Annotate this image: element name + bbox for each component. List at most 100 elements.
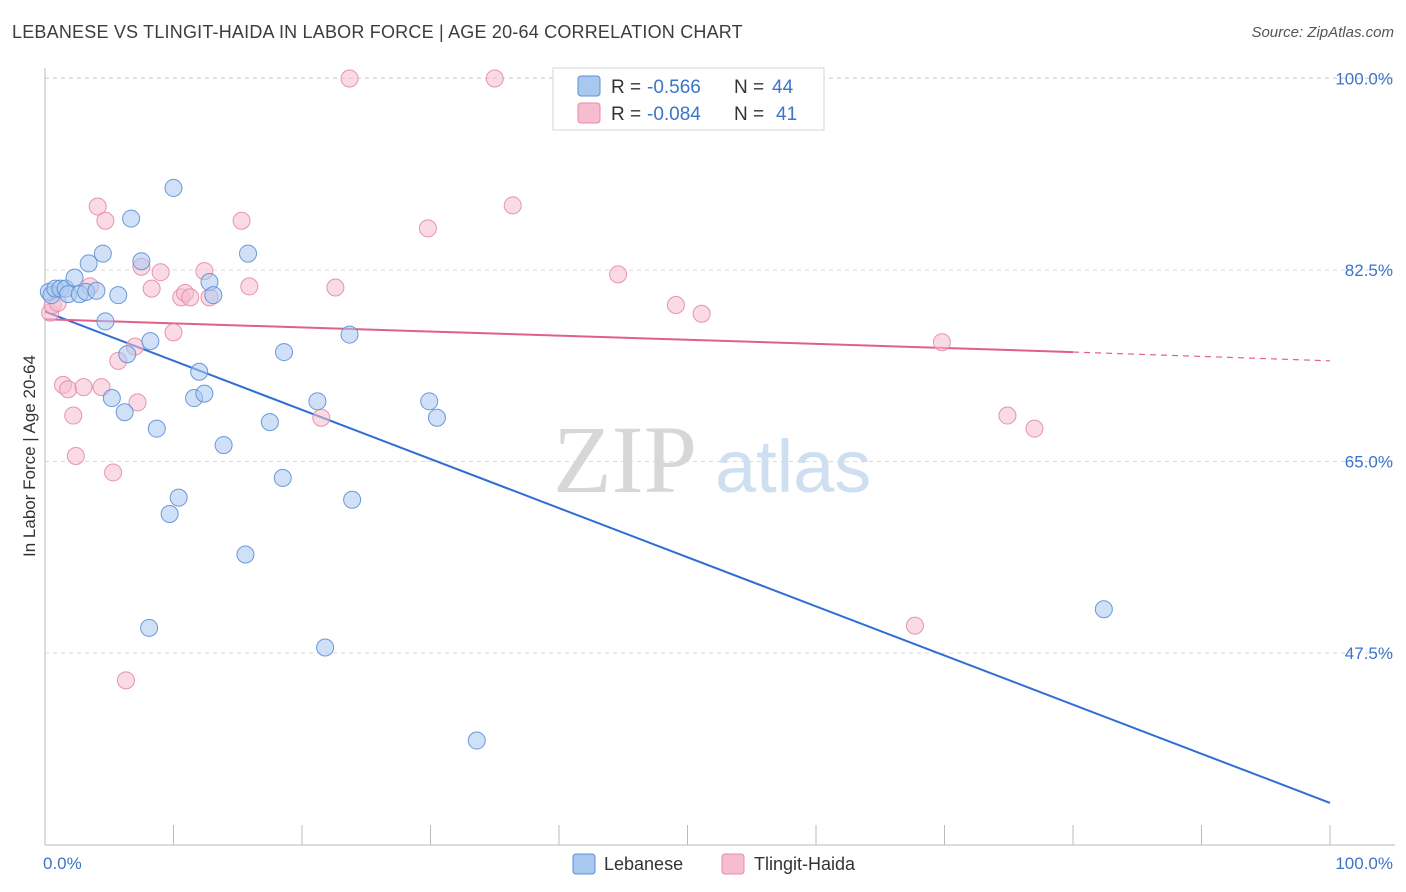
lebanese-point-21 [141, 332, 160, 351]
x-tick-label-1: 100.0% [1335, 854, 1393, 873]
source-label: Source: ZipAtlas.com [1251, 24, 1394, 41]
tlingit-point-18 [142, 279, 161, 298]
lebanese-point-32 [260, 413, 279, 432]
y-tick-label-0: 100.0% [1335, 70, 1393, 89]
legend-lebanese-label: Lebanese [604, 854, 683, 874]
tlingit-point-36 [692, 304, 711, 323]
tlingit-swatch [577, 102, 601, 124]
tlingit-point-38 [932, 333, 951, 352]
tlingit-point-12 [104, 463, 123, 482]
legend-r-label-1: R = [611, 77, 641, 98]
correlation-legend: R = -0.566 N = 44 R = -0.084 N = 41 [552, 67, 825, 131]
lebanese-point-33 [273, 468, 292, 487]
legend-n-label-2: N = [734, 104, 764, 125]
lebanese-point-34 [275, 343, 294, 362]
legend-n-value-1: 44 [772, 77, 794, 98]
lebanese-point-19 [102, 389, 121, 408]
legend-r-label-2: R = [611, 104, 641, 125]
lebanese-point-10 [87, 281, 106, 300]
tlingit-haida-points [41, 69, 1044, 690]
lebanese-point-36 [316, 638, 335, 657]
tlingit-point-10 [92, 378, 111, 397]
lebanese-point-35 [308, 392, 327, 411]
tlingit-point-16 [128, 393, 147, 412]
tlingit-point-5 [64, 406, 83, 425]
lebanese-point-29 [214, 436, 233, 455]
lebanese-point-41 [467, 731, 486, 750]
tlingit-point-35 [666, 296, 685, 315]
tlingit-point-9 [88, 197, 107, 216]
tlingit-point-33 [503, 196, 522, 215]
lebanese-point-39 [420, 392, 439, 411]
tlingit-point-39 [998, 406, 1017, 425]
legend-tlingit-swatch [721, 853, 745, 875]
tlingit-point-32 [485, 69, 504, 88]
tlingit-point-29 [326, 278, 345, 297]
tlingit-point-14 [116, 671, 135, 690]
lebanese-point-18 [115, 403, 134, 422]
lebanese-point-14 [122, 209, 141, 228]
axes [44, 68, 1395, 846]
lebanese-point-13 [96, 312, 115, 331]
lebanese-point-15 [132, 252, 151, 271]
legend-tlingit-label: Tlingit-Haida [754, 854, 856, 874]
lebanese-point-37 [340, 325, 359, 344]
legend-n-label-1: N = [734, 77, 764, 98]
lebanese-point-24 [169, 488, 188, 507]
lebanese-point-26 [190, 362, 209, 381]
x-tick-labels: 0.0% 100.0% [43, 854, 1393, 873]
y-tick-label-1: 82.5% [1345, 261, 1393, 280]
lebanese-point-27 [195, 384, 214, 403]
y-axis-title: In Labor Force | Age 20-64 [20, 355, 39, 557]
tlingit-point-30 [340, 69, 359, 88]
lebanese-trend-line [44, 310, 1331, 804]
legend-r-value-2: -0.084 [647, 104, 701, 125]
watermark-zip: ZIP [553, 406, 697, 513]
lebanese-point-31 [239, 244, 258, 263]
lebanese-point-20 [118, 345, 137, 364]
tlingit-point-40 [1025, 419, 1044, 438]
x-tick-label-0: 0.0% [43, 854, 82, 873]
lebanese-point-23 [160, 505, 179, 524]
lebanese-point-6 [65, 268, 84, 287]
lebanese-swatch [577, 75, 601, 97]
legend-r-value-1: -0.566 [647, 77, 701, 98]
tlingit-point-23 [181, 288, 200, 307]
tlingit-trend-line [44, 318, 1074, 354]
chart-title: LEBANESE VS TLINGIT-HAIDA IN LABOR FORCE… [12, 22, 743, 42]
tlingit-point-31 [418, 219, 437, 238]
tlingit-point-28 [312, 408, 331, 427]
tlingit-point-11 [96, 211, 115, 230]
tlingit-point-20 [164, 323, 183, 342]
lebanese-point-38 [343, 490, 362, 509]
gridlines [45, 77, 1395, 654]
y-tick-label-3: 47.5% [1345, 644, 1393, 663]
watermark-atlas: atlas [715, 425, 871, 508]
lebanese-point-42 [1094, 600, 1113, 619]
tlingit-point-34 [609, 265, 628, 284]
tlingit-point-19 [151, 263, 170, 282]
tlingit-point-6 [66, 447, 85, 466]
y-tick-labels: 100.0% 82.5% 65.0% 47.5% [1335, 70, 1393, 664]
legend-n-value-2: 41 [776, 104, 797, 125]
lebanese-point-9 [79, 254, 98, 273]
lebanese-point-43 [140, 618, 159, 637]
lebanese-point-11 [93, 244, 112, 263]
lebanese-point-16 [164, 178, 183, 197]
series-legend: Lebanese Tlingit-Haida [572, 853, 856, 875]
tlingit-point-4 [59, 380, 78, 399]
lebanese-points [39, 178, 1113, 750]
tlingit-point-37 [905, 616, 924, 635]
tlingit-point-26 [232, 211, 251, 230]
legend-lebanese-swatch [572, 853, 596, 875]
lebanese-point-30 [236, 545, 255, 564]
y-tick-label-2: 65.0% [1345, 453, 1393, 472]
lebanese-point-28 [204, 286, 223, 305]
lebanese-point-22 [147, 419, 166, 438]
tlingit-point-27 [240, 277, 259, 296]
tlingit-trend-extension [1072, 351, 1331, 362]
tlingit-point-7 [74, 378, 93, 397]
lebanese-point-12 [109, 286, 128, 305]
trend-lines [44, 310, 1331, 804]
